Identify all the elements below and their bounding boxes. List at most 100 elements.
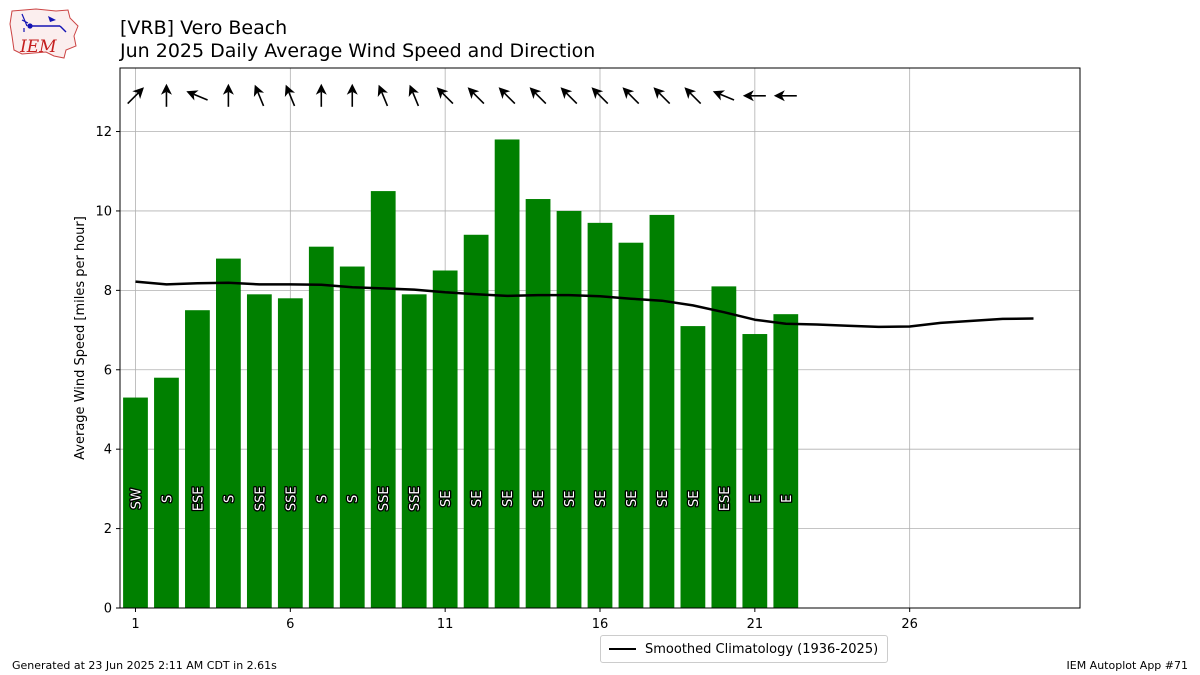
wind-arrow-day-3 [186, 90, 208, 101]
x-tick-label: 6 [286, 617, 294, 632]
y-tick-label: 12 [95, 125, 112, 140]
direction-label-day-9: SSE [377, 486, 392, 511]
direction-label-day-6: SSE [284, 486, 299, 511]
arrow-head [742, 90, 754, 102]
wind-arrow-day-14 [529, 87, 547, 105]
arrow-head [315, 83, 327, 95]
direction-label-day-4: S [222, 495, 237, 503]
arrow-head [712, 90, 726, 101]
wind-arrow-day-4 [222, 83, 234, 107]
direction-label-day-8: S [346, 495, 361, 503]
direction-label-day-19: SE [687, 491, 702, 507]
bar-day-9 [370, 191, 396, 608]
direction-label-day-15: SE [563, 491, 578, 507]
bar-day-14 [525, 199, 551, 608]
app-credit: IEM Autoplot App #71 [1066, 659, 1189, 672]
wind-arrow-day-17 [622, 87, 640, 105]
wind-arrow-day-5 [253, 84, 265, 107]
bar-day-17 [618, 242, 644, 609]
bar-day-6 [277, 298, 303, 608]
arrow-shaft [503, 92, 516, 105]
arrow-shaft [380, 91, 389, 107]
direction-label-day-20: ESE [718, 486, 733, 511]
direction-label-day-10: SSE [408, 486, 423, 511]
bar-day-3 [185, 310, 210, 608]
arrow-shaft [658, 92, 671, 105]
arrow-head [377, 84, 388, 97]
direction-labels: SW S ESE S SSE SSE S S SSE SSE SE SE SE SE SE SE SE SE SE E… [128, 485, 796, 512]
generated-timestamp: Generated at 23 Jun 2025 2:11 AM CDT in … [12, 659, 277, 672]
x-tick-label: 21 [747, 617, 764, 632]
direction-label-day-12: SE [470, 491, 485, 507]
y-axis-label: Average Wind Speed [miles per hour] [73, 216, 88, 460]
wind-arrow-day-20 [712, 90, 735, 101]
bar-day-4 [216, 258, 241, 608]
legend: Smoothed Climatology (1936-2025) [600, 635, 889, 663]
direction-label-day-16: SE [594, 491, 609, 507]
direction-label-day-7: S [315, 495, 330, 503]
arrow-shaft [534, 92, 547, 105]
bar-day-19 [680, 326, 706, 608]
legend-line-swatch [609, 648, 636, 650]
y-tick-label: 8 [104, 284, 112, 299]
y-tick-label: 0 [104, 602, 112, 617]
bar-day-2 [154, 377, 179, 608]
legend-label: Smoothed Climatology (1936-2025) [645, 641, 879, 657]
bar-day-1 [123, 397, 148, 608]
direction-label-day-2: S [160, 495, 175, 503]
wind-arrow-day-2 [160, 83, 172, 107]
arrow-shaft [719, 93, 735, 101]
wind-arrow-day-21 [742, 90, 766, 102]
direction-label-day-18: SE [656, 491, 671, 507]
wind-arrow-day-18 [653, 87, 671, 105]
bar-day-13 [494, 139, 520, 608]
arrow-shaft [257, 91, 265, 107]
wind-arrow-day-22 [773, 90, 797, 102]
bar-day-5 [246, 294, 272, 608]
wind-arrow-day-12 [467, 87, 485, 105]
y-axis: 0 2 4 6 8 10 12 [95, 125, 120, 617]
chart-title: [VRB] Vero Beach [120, 17, 288, 39]
wind-arrow-day-19 [684, 87, 702, 105]
bar-day-20 [711, 286, 737, 608]
direction-label-day-14: SE [532, 491, 547, 507]
y-tick-label: 4 [104, 443, 112, 458]
bar-day-21 [742, 334, 768, 608]
wind-arrow-day-8 [346, 83, 358, 107]
x-tick-label: 1 [131, 617, 139, 632]
climatology-line [135, 280, 1034, 329]
iem-logo: IEM [9, 8, 79, 59]
arrow-head [773, 90, 785, 102]
chart-subtitle: Jun 2025 Daily Average Wind Speed and Di… [120, 40, 596, 62]
direction-label-day-3: ESE [191, 486, 206, 511]
wind-arrow-day-15 [560, 87, 578, 105]
y-tick-label: 2 [104, 522, 112, 537]
bar-day-18 [649, 214, 675, 609]
bar-day-12 [463, 234, 489, 608]
arrow-head [408, 84, 419, 97]
arrow-shaft [288, 91, 296, 107]
arrow-shaft [127, 92, 139, 105]
wind-arrow-day-13 [498, 87, 516, 105]
bar-day-7 [308, 246, 334, 609]
arrow-head [346, 83, 358, 95]
arrow-shaft [411, 91, 420, 107]
logo-text: IEM [19, 37, 57, 57]
wind-arrow-day-7 [315, 83, 327, 107]
arrow-shaft [596, 92, 609, 105]
arrow-shaft [627, 92, 640, 105]
bar-day-15 [556, 210, 582, 609]
y-tick-label: 10 [95, 204, 112, 219]
direction-label-day-1: SW [129, 488, 144, 509]
x-tick-label: 26 [901, 617, 918, 632]
arrow-shaft [193, 93, 208, 101]
arrow-head [253, 84, 265, 97]
wind-arrow-day-6 [284, 84, 296, 107]
arrow-head [222, 83, 234, 95]
direction-label-day-11: SE [439, 491, 454, 507]
x-tick-label: 11 [437, 617, 454, 632]
direction-arrows [127, 83, 797, 107]
x-tick-label: 16 [592, 617, 609, 632]
bar-day-10 [401, 294, 427, 608]
